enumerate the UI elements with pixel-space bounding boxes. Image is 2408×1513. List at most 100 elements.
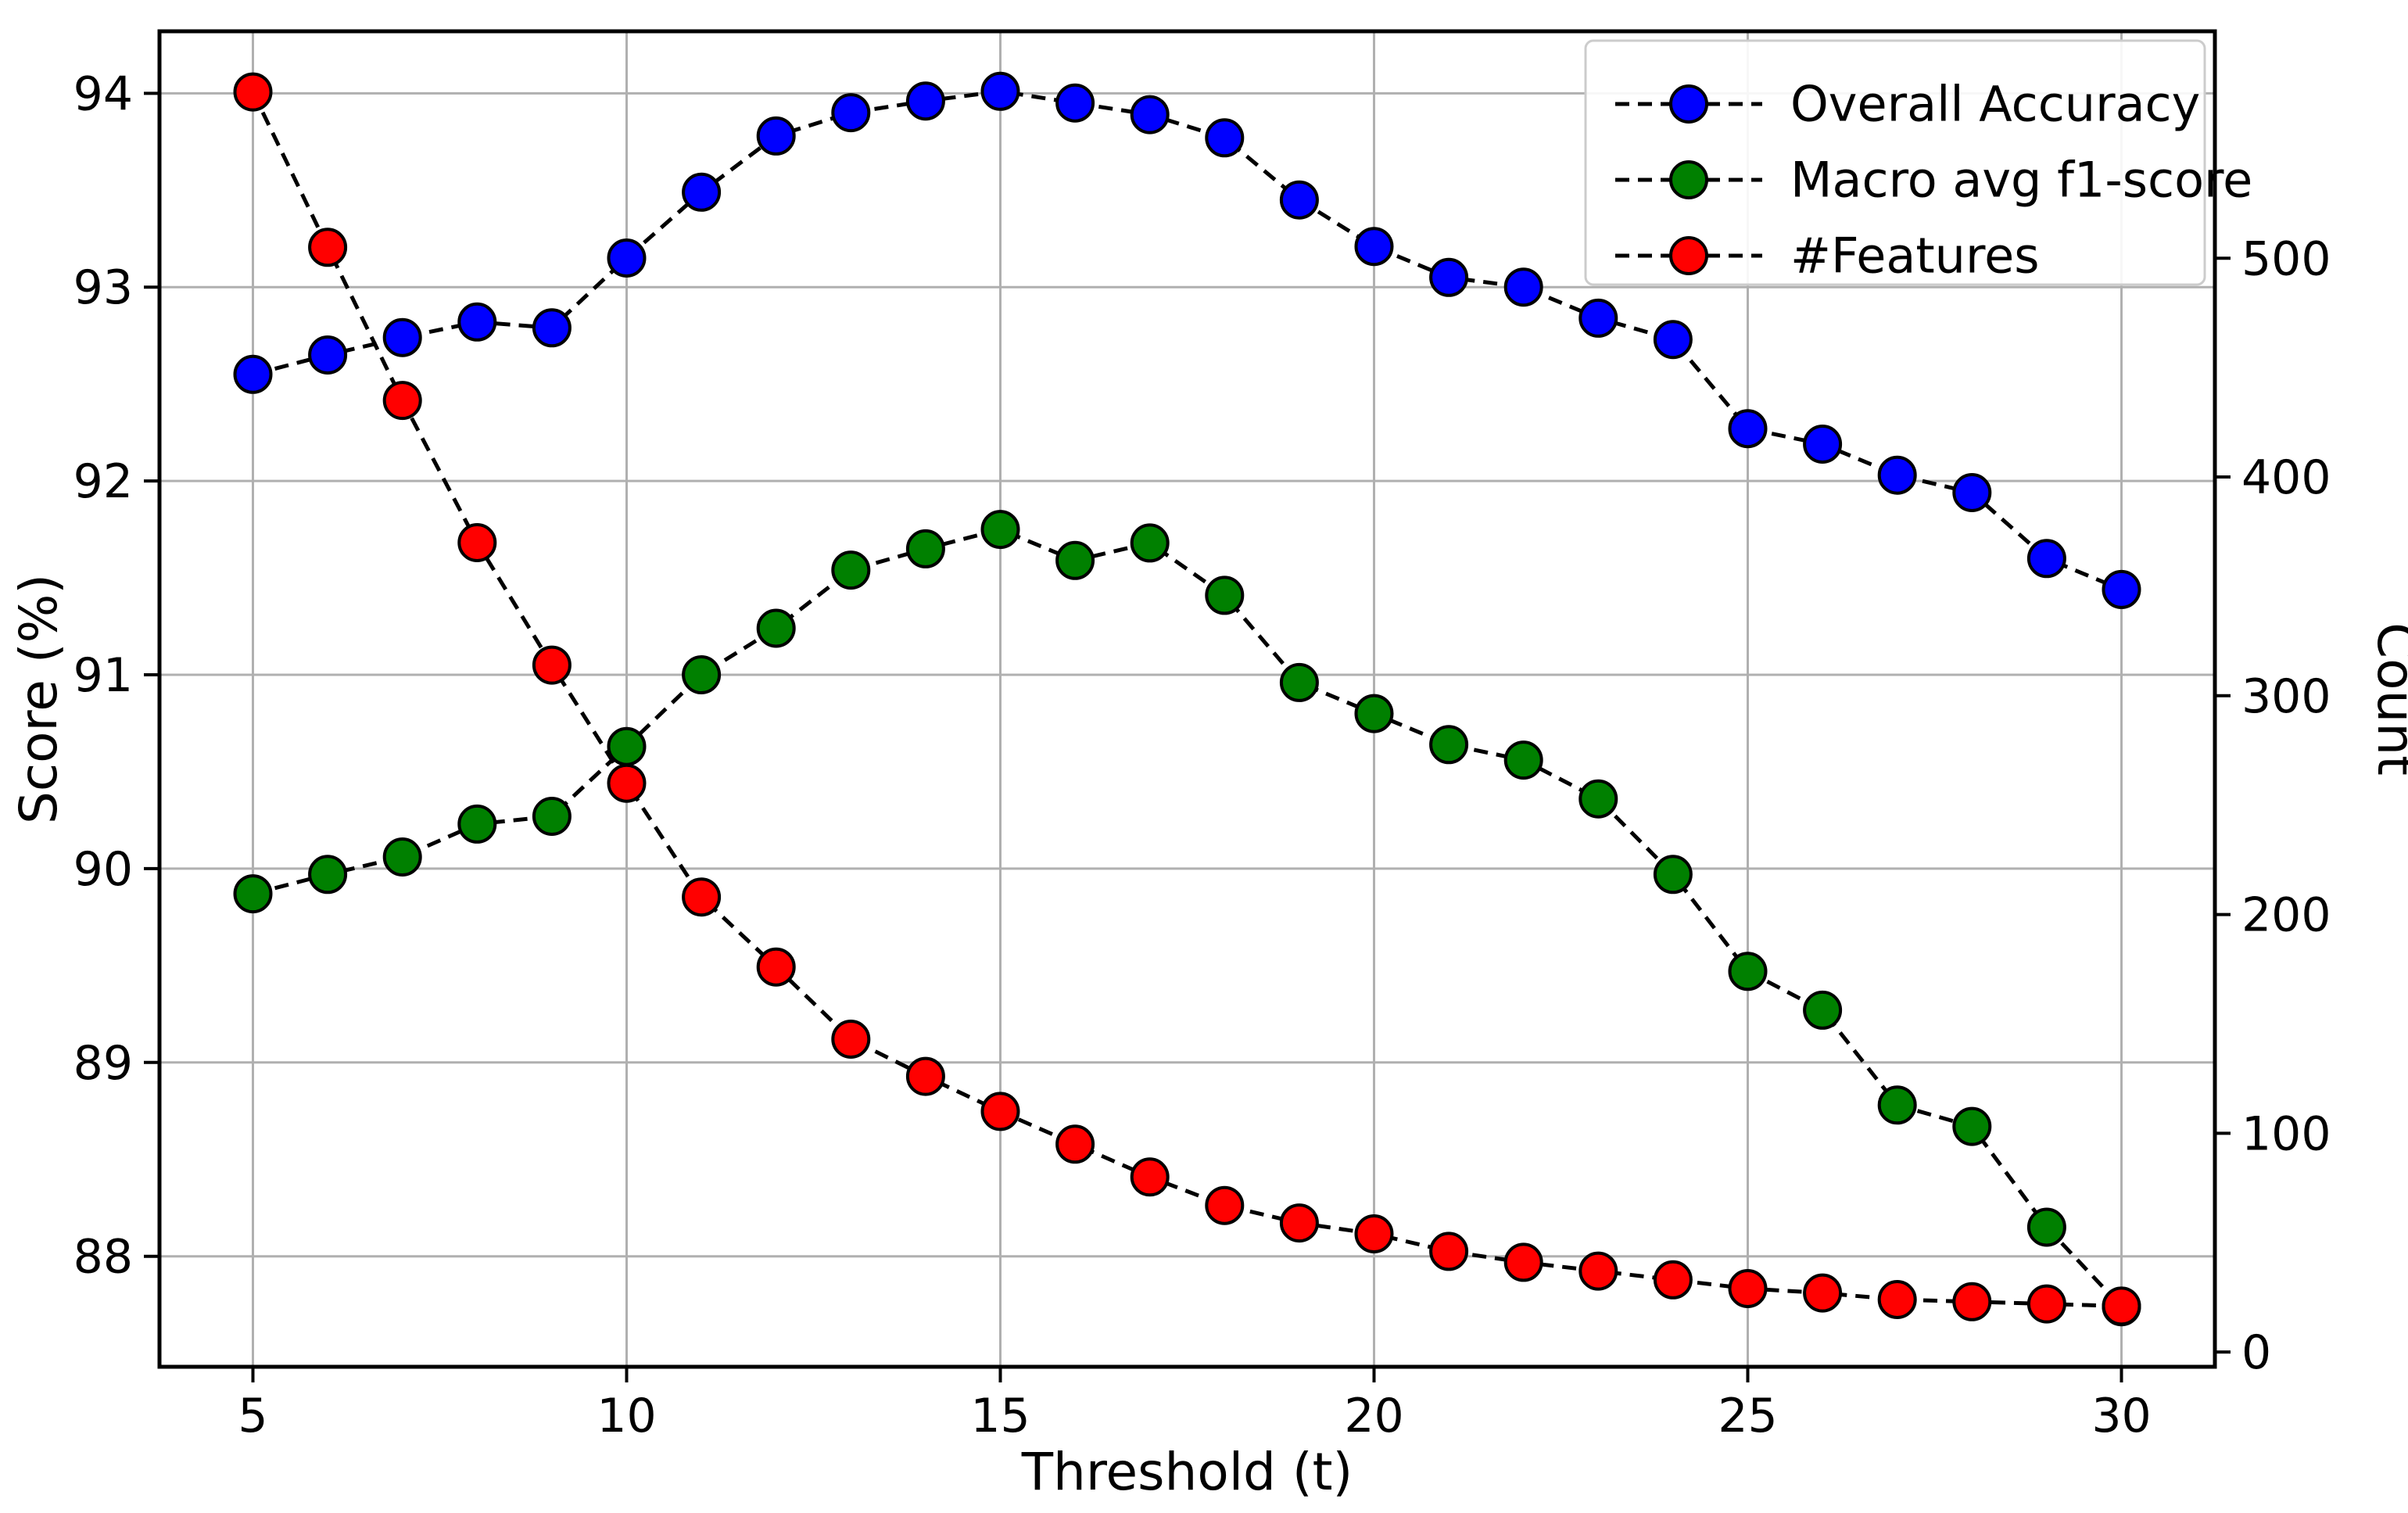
data-point-marker	[308, 855, 348, 895]
data-point-marker	[1803, 425, 1843, 464]
data-point-marker	[233, 72, 273, 112]
data-point-marker	[1055, 540, 1095, 580]
data-point-marker	[1429, 725, 1469, 765]
data-point-marker	[980, 1092, 1020, 1131]
data-point-marker	[233, 874, 273, 914]
data-point-marker	[1877, 1280, 1917, 1319]
data-point-marker	[1205, 1185, 1245, 1225]
data-point-marker	[1653, 320, 1693, 360]
data-point-marker	[1503, 267, 1543, 307]
x-tick-label: 15	[970, 1389, 1030, 1443]
y-left-axis-label: Score (%)	[9, 574, 69, 824]
y-left-tick-label: 88	[73, 1230, 133, 1285]
data-point-marker	[382, 317, 422, 357]
data-point-marker	[1578, 298, 1618, 338]
data-point-marker	[831, 1020, 871, 1059]
y-left-tick-label: 94	[73, 66, 133, 121]
data-point-marker	[905, 1056, 945, 1096]
data-point-marker	[2102, 1286, 2141, 1326]
data-point-marker	[682, 877, 722, 917]
data-point-marker	[457, 523, 497, 562]
y-right-tick-label: 400	[2241, 450, 2331, 505]
data-point-marker	[756, 116, 796, 156]
y-right-tick-label: 500	[2241, 231, 2331, 286]
data-point-marker	[1653, 1260, 1693, 1300]
data-point-marker	[1130, 95, 1170, 134]
data-point-marker	[1728, 952, 1768, 991]
y-right-tick-label: 0	[2241, 1325, 2271, 1380]
data-point-marker	[1429, 257, 1469, 297]
data-point-marker	[2026, 539, 2066, 579]
legend-box	[1584, 39, 2206, 286]
legend-item-1: Overall Accuracy	[1615, 76, 2200, 133]
legend-label: Overall Accuracy	[1790, 76, 2200, 133]
data-point-marker	[905, 529, 945, 568]
y-right-axis-label: Count	[2366, 622, 2408, 776]
data-point-marker	[1952, 473, 1992, 512]
data-point-marker	[1952, 1282, 1992, 1321]
x-axis-label: Threshold (t)	[1021, 1442, 1353, 1502]
data-point-marker	[308, 228, 348, 267]
data-point-marker	[532, 797, 572, 836]
data-point-marker	[1877, 1085, 1917, 1125]
data-point-marker	[1578, 1251, 1618, 1291]
y-right-tick-label: 300	[2241, 669, 2331, 724]
data-point-marker	[1877, 455, 1917, 495]
data-point-marker	[532, 645, 572, 685]
data-point-marker	[1952, 1106, 1992, 1146]
legend-item-3: #Features	[1615, 228, 2040, 285]
x-tick-label: 20	[1344, 1389, 1403, 1443]
data-point-marker	[532, 308, 572, 348]
y-right-tick-label: 200	[2241, 888, 2331, 943]
y-left-tick-label: 92	[73, 454, 133, 509]
data-point-marker	[980, 71, 1020, 111]
data-point-marker	[382, 837, 422, 877]
series-line-3	[251, 91, 2122, 1308]
x-tick-label: 5	[238, 1389, 267, 1443]
data-point-marker	[1803, 990, 1843, 1030]
y-left-tick-label: 93	[73, 260, 133, 315]
data-point-marker	[831, 550, 871, 590]
data-point-marker	[607, 763, 647, 803]
data-point-marker	[756, 608, 796, 648]
legend-marker	[1669, 236, 1708, 275]
data-point-marker	[1728, 409, 1768, 449]
data-point-marker	[2102, 569, 2141, 609]
legend-marker	[1669, 84, 1708, 124]
y-left-tick-label: 91	[73, 648, 133, 703]
data-point-marker	[1429, 1232, 1469, 1271]
data-point-marker	[2026, 1207, 2066, 1247]
legend-item-2: Macro avg f1-score	[1615, 152, 2252, 209]
data-point-marker	[1503, 740, 1543, 780]
data-point-marker	[1503, 1242, 1543, 1282]
x-tick-label: 30	[2091, 1389, 2151, 1443]
data-point-marker	[1130, 523, 1170, 563]
data-point-marker	[308, 335, 348, 375]
data-point-marker	[1055, 83, 1095, 123]
data-point-marker	[1728, 1269, 1768, 1308]
data-point-marker	[1279, 180, 1319, 220]
legend-label: #Features	[1790, 228, 2040, 285]
data-point-marker	[831, 93, 871, 133]
plot-border	[157, 29, 2217, 1369]
y-left-tick-label: 89	[73, 1036, 133, 1091]
data-point-marker	[382, 381, 422, 421]
data-point-marker	[1279, 1203, 1319, 1243]
data-point-marker	[1354, 694, 1394, 733]
data-point-marker	[980, 510, 1020, 550]
data-point-marker	[1130, 1157, 1170, 1197]
data-point-marker	[682, 172, 722, 212]
data-point-marker	[2026, 1284, 2066, 1324]
legend-marker	[1669, 160, 1708, 199]
data-point-marker	[756, 947, 796, 987]
data-point-marker	[905, 81, 945, 121]
data-point-marker	[1354, 1214, 1394, 1253]
data-point-marker	[1055, 1124, 1095, 1164]
y-right-tick-label: 100	[2241, 1106, 2331, 1161]
x-tick-label: 10	[597, 1389, 656, 1443]
data-point-marker	[1803, 1273, 1843, 1313]
data-point-marker	[233, 354, 273, 394]
legend-label: Macro avg f1-score	[1790, 152, 2252, 209]
